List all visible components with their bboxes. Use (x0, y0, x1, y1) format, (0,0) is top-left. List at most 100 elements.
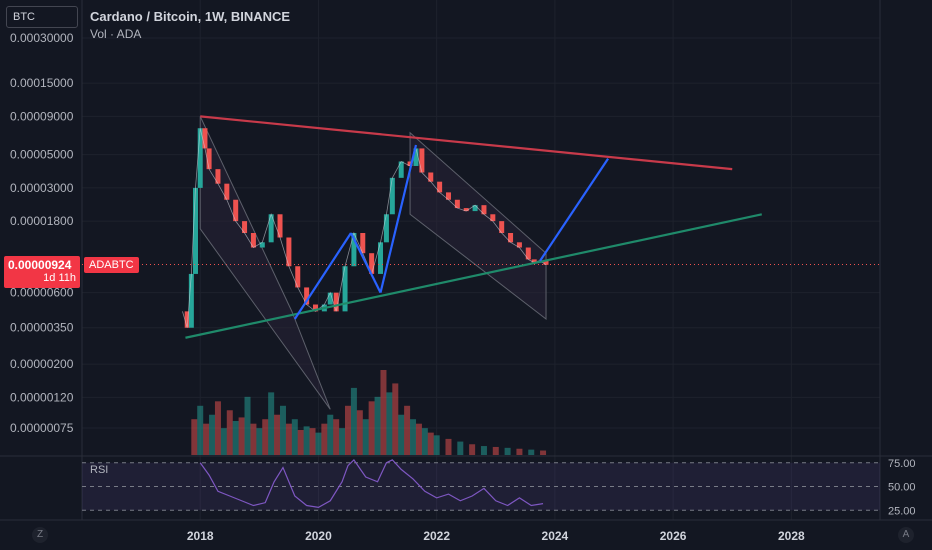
falling-channel-1 (199, 116, 331, 410)
time-tick-label: 2026 (660, 529, 687, 543)
price-candle (277, 214, 283, 238)
price-candle (516, 242, 522, 248)
price-tick-label: 0.00000120 (10, 390, 74, 404)
price-tick-label: 0.00000200 (10, 357, 74, 371)
volume-label: Vol · ADA (90, 27, 142, 41)
volume-bar (410, 419, 417, 455)
price-tick-label: 0.00005000 (10, 148, 74, 162)
volume-bar (238, 417, 245, 455)
projection-4 (539, 158, 610, 262)
volume-bar (333, 419, 340, 455)
price-candle (389, 177, 395, 215)
volume-bar (291, 419, 298, 455)
price-candle (490, 214, 496, 222)
volume-bar (214, 401, 221, 455)
volume-bar (350, 387, 357, 455)
volume-bar (362, 419, 369, 455)
rsi-label: RSI (90, 464, 109, 476)
price-candle (378, 242, 384, 274)
last-price-tag: 0.00000924 1d 11h (4, 256, 80, 288)
price-candle (383, 214, 389, 243)
volume-bar (197, 405, 204, 455)
price-candle (304, 287, 310, 305)
volume-bar (392, 383, 399, 455)
volume-bar (297, 429, 304, 455)
volume-bar (244, 396, 251, 455)
price-candle (413, 148, 419, 166)
falling-channel-2 (409, 131, 547, 321)
volume-bar (339, 428, 346, 455)
volume-bar (226, 410, 233, 455)
time-tick-label: 2020 (305, 529, 332, 543)
price-candle (351, 233, 357, 267)
projection-3 (379, 144, 418, 293)
volume-bar (516, 448, 523, 455)
volume-bar (398, 414, 405, 455)
volume-bar (492, 446, 499, 455)
price-candle (192, 187, 198, 274)
volume-bar (279, 405, 286, 455)
price-candle (327, 292, 333, 305)
time-tick-label: 2022 (423, 529, 450, 543)
price-candle (463, 208, 469, 212)
price-candle (224, 183, 230, 200)
volume-bar (469, 444, 476, 455)
volume-bar (268, 392, 275, 455)
price-candle (508, 233, 514, 243)
volume-bar (504, 447, 511, 455)
volume-bar (203, 423, 210, 455)
price-tick-label: 0.00015000 (10, 76, 74, 90)
volume-bar (480, 446, 487, 455)
price-tick-label: 0.00000600 (10, 286, 74, 300)
auto-scale-icon[interactable]: A (898, 527, 914, 543)
price-candle (369, 253, 375, 274)
price-candle (398, 161, 404, 178)
zoom-icon[interactable]: Z (32, 527, 48, 543)
volume-bar (421, 428, 428, 455)
price-candle (525, 247, 531, 260)
volume-bar (356, 410, 363, 455)
volume-bar (380, 370, 387, 455)
time-tick-label: 2024 (542, 529, 569, 543)
price-candle (428, 172, 434, 182)
volume-bar (327, 414, 334, 455)
price-candle (312, 304, 318, 312)
price-candle (531, 259, 537, 263)
volume-bar (256, 428, 263, 455)
volume-bar (285, 423, 292, 455)
bar-countdown: 1d 11h (43, 272, 76, 284)
price-candle (499, 221, 505, 233)
price-candle (407, 161, 413, 166)
chart-title: Cardano / Bitcoin, 1W, BINANCE (90, 9, 291, 24)
price-candle (250, 233, 256, 248)
rsi-tick-label: 75.00 (888, 458, 916, 470)
price-candle (437, 181, 443, 193)
volume-bar (404, 405, 411, 455)
rsi-tick-label: 50.00 (888, 482, 916, 494)
volume-bar (386, 392, 393, 455)
support-line (185, 213, 763, 339)
symbol-tag: ADABTC (84, 257, 139, 273)
volume-bar (345, 405, 351, 455)
price-candle (242, 221, 248, 233)
projection-2 (349, 232, 382, 294)
price-candle (360, 233, 366, 254)
rsi-tick-label: 25.00 (888, 505, 916, 517)
price-candle (184, 311, 190, 328)
projection-1 (293, 232, 352, 320)
volume-bar (232, 421, 239, 455)
time-tick-label: 2028 (778, 529, 805, 543)
price-candle (295, 266, 301, 288)
volume-bar (368, 401, 375, 455)
price-candle (333, 292, 339, 312)
symbol-search-box[interactable]: BTC (6, 6, 78, 28)
volume-bar (374, 396, 381, 455)
price-candle (286, 237, 292, 267)
price-tick-label: 0.00009000 (10, 109, 74, 123)
resistance-line (200, 115, 733, 171)
price-candle (268, 214, 274, 243)
volume-bar (274, 414, 281, 455)
volume-bar (433, 435, 440, 455)
volume-bar (528, 449, 535, 455)
